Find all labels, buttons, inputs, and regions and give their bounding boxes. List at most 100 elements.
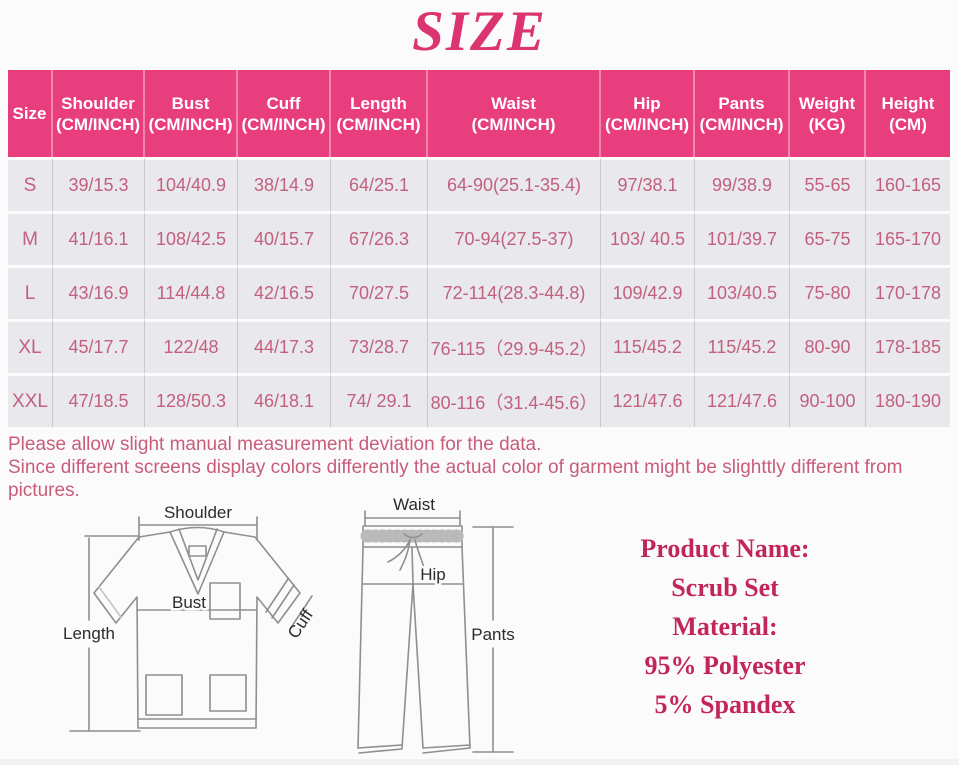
table-cell: 128/50.3 (145, 373, 238, 427)
table-cell: 122/48 (145, 319, 238, 373)
table-cell: 165-170 (866, 211, 950, 265)
table-cell: 97/38.1 (601, 157, 695, 211)
column-label: Weight (798, 93, 856, 113)
table-cell: 114/44.8 (145, 265, 238, 319)
material-polyester: 95% Polyester (644, 651, 806, 680)
collar-tag (188, 545, 207, 557)
table-cell: 180-190 (866, 373, 950, 427)
size-label: S (8, 157, 53, 211)
cuff-label: Cuff (284, 606, 317, 642)
column-label: Cuff (266, 93, 301, 113)
product-info: Product Name: Scrub Set Material: 95% Po… (580, 529, 870, 724)
hip-label: Hip (420, 565, 446, 584)
column-unit: (CM/INCH) (471, 114, 556, 134)
table-cell: 170-178 (866, 265, 950, 319)
left-bottom-pocket (145, 674, 183, 716)
right-bottom-pocket (209, 674, 247, 712)
table-row-l: L 43/16.9 114/44.8 42/16.5 70/27.5 72-114(28.… (8, 265, 950, 319)
table-cell: 121/47.6 (695, 373, 790, 427)
table-cell: 45/17.7 (53, 319, 145, 373)
column-header-pants: Pants (CM/INCH) (695, 70, 790, 157)
table-cell: 72-114(28.3-44.8) (428, 265, 601, 319)
size-label: M (8, 211, 53, 265)
table-cell: 101/39.7 (695, 211, 790, 265)
table-cell: 64/25.1 (331, 157, 428, 211)
table-cell: 108/42.5 (145, 211, 238, 265)
length-label: Length (63, 624, 115, 643)
shoulder-label: Shoulder (164, 503, 232, 522)
column-header-weight: Weight (KG) (790, 70, 866, 157)
table-cell: 103/40.5 (695, 265, 790, 319)
table-cell: 70-94(27.5-37) (428, 211, 601, 265)
column-unit: (CM/INCH) (148, 114, 233, 134)
waist-label: Waist (393, 496, 435, 514)
table-cell: 65-75 (790, 211, 866, 265)
table-cell: 109/42.9 (601, 265, 695, 319)
table-cell: 80-116（31.4-45.6） (428, 373, 601, 427)
column-unit: (CM/INCH) (241, 114, 326, 134)
table-row-s: S 39/15.3 104/40.9 38/14.9 64/25.1 64-90(25.1… (8, 157, 950, 211)
table-row-xl: XL 45/17.7 122/48 44/17.3 73/28.7 76-115（29.9… (8, 319, 950, 373)
column-label: Bust (171, 93, 210, 113)
column-label: Size (12, 104, 47, 123)
table-cell: 99/38.9 (695, 157, 790, 211)
table-cell: 178-185 (866, 319, 950, 373)
column-header-waist: Waist (CM/INCH) (428, 70, 601, 157)
column-header-length: Length (CM/INCH) (331, 70, 428, 157)
scrub-pants-diagram: Waist Hip Pants (357, 496, 517, 754)
table-row-m: M 41/16.1 108/42.5 40/15.7 67/26.3 70-94(27.5… (8, 211, 950, 265)
column-header-bust: Bust (CM/INCH) (145, 70, 238, 157)
table-cell: 47/18.5 (53, 373, 145, 427)
figures-section: Shoulder Length Bust Cuff (0, 496, 959, 765)
column-unit: (KG) (808, 114, 846, 134)
table-cell: 64-90(25.1-35.4) (428, 157, 601, 211)
table-cell: 76-115（29.9-45.2） (428, 319, 601, 373)
chest-pocket (209, 582, 241, 620)
table-cell: 115/45.2 (695, 319, 790, 373)
material-label: Material: (672, 612, 778, 641)
pants-label: Pants (471, 625, 514, 644)
column-header-height: Height (CM) (866, 70, 950, 157)
column-header-size: Size (8, 70, 53, 157)
column-header-cuff: Cuff (CM/INCH) (238, 70, 331, 157)
material-spandex: 5% Spandex (654, 690, 796, 719)
table-cell: 75-80 (790, 265, 866, 319)
table-header-row: Size Shoulder (CM/INCH) Bust (CM/INCH) Cuff (C… (8, 70, 950, 157)
table-cell: 115/45.2 (601, 319, 695, 373)
column-label: Waist (491, 93, 536, 113)
scrub-top-outline (93, 531, 301, 729)
bottom-strip (0, 759, 959, 765)
bust-label: Bust (172, 593, 206, 612)
column-label: Hip (633, 93, 661, 113)
product-name-value: Scrub Set (671, 573, 779, 602)
size-chart-table: Size Shoulder (CM/INCH) Bust (CM/INCH) Cuff (C… (8, 70, 950, 427)
table-cell: 41/16.1 (53, 211, 145, 265)
table-cell: 70/27.5 (331, 265, 428, 319)
table-cell: 43/16.9 (53, 265, 145, 319)
scrub-top-diagram: Shoulder Length Bust Cuff (63, 503, 317, 732)
column-unit: (CM/INCH) (55, 114, 141, 134)
table-cell: 39/15.3 (53, 157, 145, 211)
size-label: XXL (8, 373, 53, 427)
table-cell: 90-100 (790, 373, 866, 427)
table-cell: 44/17.3 (238, 319, 331, 373)
size-label: L (8, 265, 53, 319)
table-row-xxl: XXL 47/18.5 128/50.3 46/18.1 74/ 29.1 80-116（… (8, 373, 950, 427)
cuff-measure-line (289, 595, 313, 630)
table-cell: 160-165 (866, 157, 950, 211)
note-color-difference: Since different screens display colors d… (8, 457, 903, 501)
column-header-hip: Hip (CM/INCH) (601, 70, 695, 157)
size-label: XL (8, 319, 53, 373)
table-cell: 38/14.9 (238, 157, 331, 211)
table-cell: 55-65 (790, 157, 866, 211)
table-cell: 40/15.7 (238, 211, 331, 265)
table-cell: 103/ 40.5 (601, 211, 695, 265)
column-unit: (CM/INCH) (336, 114, 421, 134)
table-cell: 73/28.7 (331, 319, 428, 373)
column-header-shoulder: Shoulder (CM/INCH) (53, 70, 145, 157)
drawstring (387, 539, 411, 563)
column-label: Shoulder (61, 93, 135, 113)
column-label: Pants (718, 93, 765, 113)
column-unit: (CM/INCH) (604, 114, 690, 134)
